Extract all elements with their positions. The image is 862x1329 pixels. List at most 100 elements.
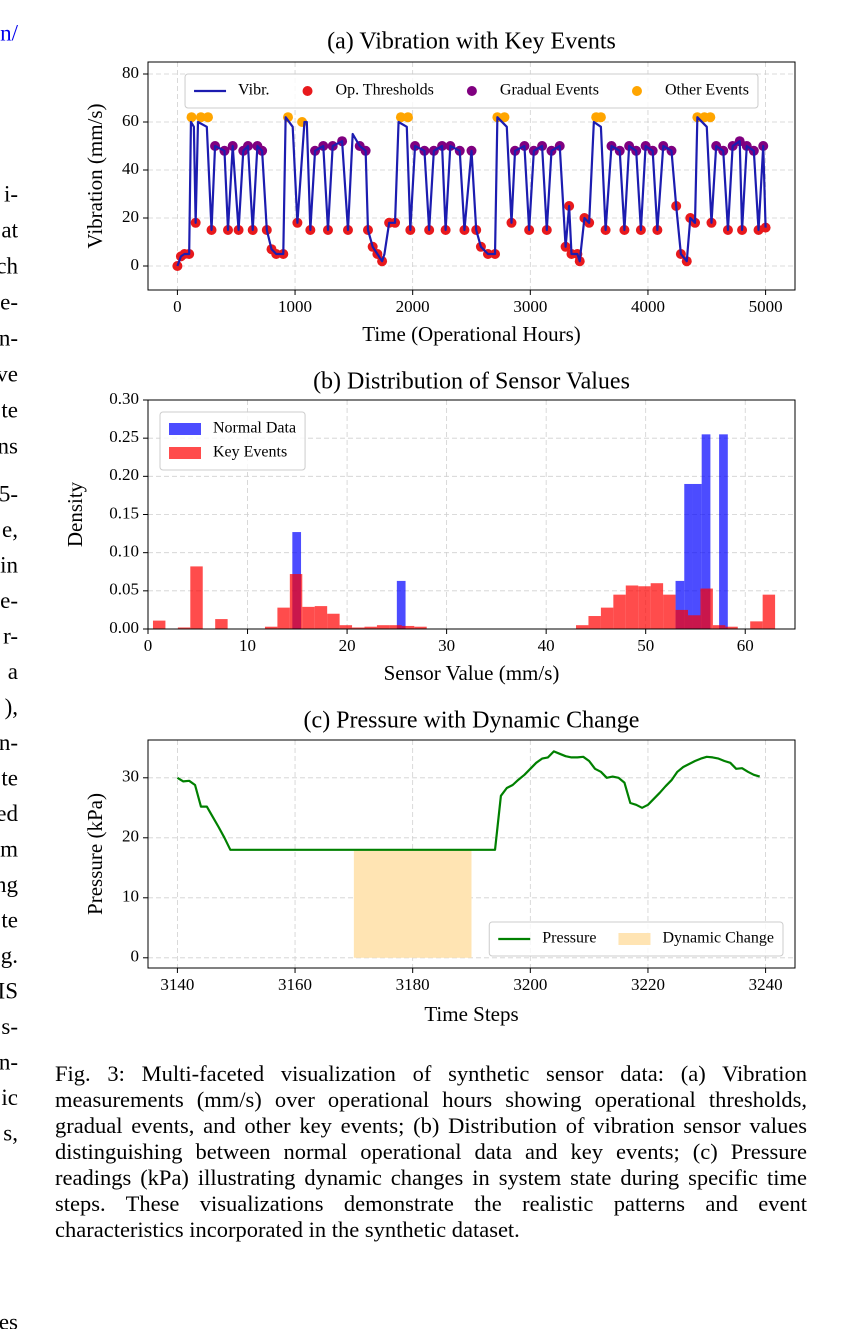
y-tick-label: 0.05 xyxy=(109,580,139,599)
y-tick-label: 0.30 xyxy=(109,389,139,408)
legend-item: Op. Thresholds xyxy=(302,82,434,99)
chart: (c) Pressure with Dynamic Change Time Ste… xyxy=(83,708,796,1026)
side-text: ), xyxy=(5,694,18,719)
x-tick-label: 20 xyxy=(339,636,356,655)
legend-label: Other Events xyxy=(665,82,749,99)
axes-frame xyxy=(147,399,796,630)
side-link: n/ xyxy=(0,20,19,45)
y-axis-label: Vibration (mm/s) xyxy=(83,103,107,248)
axes-frame xyxy=(147,61,796,291)
side-text: n- xyxy=(0,1049,18,1074)
legend-item: Other Events xyxy=(631,82,749,99)
x-axis-label: Time Steps xyxy=(424,1002,518,1026)
histogram-bar xyxy=(684,483,693,629)
x-tick-label: 3160 xyxy=(278,975,312,994)
x-tick-label: 40 xyxy=(538,636,555,655)
histogram-bar xyxy=(762,594,776,629)
histogram-bar xyxy=(576,625,589,629)
side-text: ch xyxy=(0,253,18,278)
legend-symbol xyxy=(466,86,477,96)
legend-symbol xyxy=(631,86,642,96)
chart-title: (c) Pressure with Dynamic Change xyxy=(304,708,640,734)
histogram-bar xyxy=(675,580,685,629)
x-tick-label: 0 xyxy=(144,636,153,655)
histogram-bar xyxy=(376,625,390,629)
histogram-bar xyxy=(712,625,726,629)
scatter-point xyxy=(595,112,606,123)
side-text: es xyxy=(0,1309,18,1329)
side-text: ed xyxy=(0,801,18,826)
histogram-bar xyxy=(389,625,402,629)
legend-symbol xyxy=(169,447,201,459)
histogram-bar xyxy=(600,607,614,629)
side-text: e- xyxy=(0,289,18,314)
chart-title: (a) Vibration with Key Events xyxy=(327,29,616,55)
x-axis-label: Sensor Value (mm/s) xyxy=(384,661,560,685)
x-tick-label: 0 xyxy=(173,297,182,316)
histogram-bar xyxy=(675,609,688,629)
y-tick-label: 0 xyxy=(131,255,140,274)
side-text: te xyxy=(1,907,18,932)
side-text: te xyxy=(1,765,18,790)
histogram-bar xyxy=(687,615,701,629)
histogram-bar xyxy=(588,616,601,629)
histogram-bar xyxy=(339,625,353,629)
side-text: ve xyxy=(0,361,18,386)
x-tick-label: 50 xyxy=(637,636,654,655)
y-tick-label: 0.00 xyxy=(109,618,139,637)
y-tick-label: 30 xyxy=(122,767,139,786)
scatter-point xyxy=(202,112,213,123)
caption: Fig. 3: Multi-faceted visualization of s… xyxy=(55,1061,807,1242)
y-tick-label: 0.25 xyxy=(109,427,139,446)
histogram-bar xyxy=(625,585,639,629)
side-text: ns xyxy=(0,433,18,458)
histogram-bar xyxy=(327,613,340,629)
histogram-bar xyxy=(613,594,626,629)
span xyxy=(353,849,472,958)
legend-label: Dynamic Change xyxy=(662,930,774,947)
x-tick-label: 60 xyxy=(737,636,754,655)
scatter-point xyxy=(499,112,510,123)
histogram-bar xyxy=(663,594,676,629)
x-axis-label: Time (Operational Hours) xyxy=(362,322,581,346)
histogram-bar xyxy=(401,625,415,629)
y-axis-label: Density xyxy=(63,481,87,547)
x-tick-label: 4000 xyxy=(631,297,665,316)
x-tick-label: 3200 xyxy=(513,975,547,994)
x-tick-label: 3140 xyxy=(160,975,194,994)
histogram-bar xyxy=(277,607,290,629)
x-tick-label: 30 xyxy=(438,636,455,655)
y-tick-label: 80 xyxy=(122,63,139,82)
scatter-point xyxy=(186,112,197,123)
y-tick-label: 40 xyxy=(122,159,139,178)
histogram-bar xyxy=(719,434,728,629)
side-text: te xyxy=(1,397,18,422)
legend-label: Pressure xyxy=(542,930,596,947)
side-text: s, xyxy=(3,1120,18,1145)
histogram-bar xyxy=(302,606,315,629)
histogram-bar xyxy=(638,586,651,629)
chart-title: (b) Distribution of Sensor Values xyxy=(313,369,630,395)
legend-label: Gradual Events xyxy=(500,82,599,99)
x-tick-label: 3180 xyxy=(396,975,430,994)
x-tick-label: 10 xyxy=(239,636,256,655)
y-tick-label: 0.20 xyxy=(109,465,139,484)
side-text: IS xyxy=(0,978,18,1003)
side-text: 5- xyxy=(0,481,18,506)
histogram-bar xyxy=(650,583,664,629)
histogram-bar xyxy=(264,626,278,629)
histogram-bar xyxy=(314,606,328,629)
scatter-point xyxy=(395,112,406,123)
side-text: a xyxy=(8,659,18,684)
x-tick-label: 3240 xyxy=(749,975,783,994)
y-tick-label: 0.10 xyxy=(109,542,139,561)
legend-label: Op. Thresholds xyxy=(336,82,434,99)
x-tick-label: 2000 xyxy=(396,297,430,316)
scatter-point xyxy=(195,112,206,123)
y-tick-label: 10 xyxy=(122,887,139,906)
side-text: in xyxy=(0,552,18,577)
histogram-bar xyxy=(692,483,702,629)
side-text: at xyxy=(1,217,18,242)
scatter-point xyxy=(705,112,716,123)
